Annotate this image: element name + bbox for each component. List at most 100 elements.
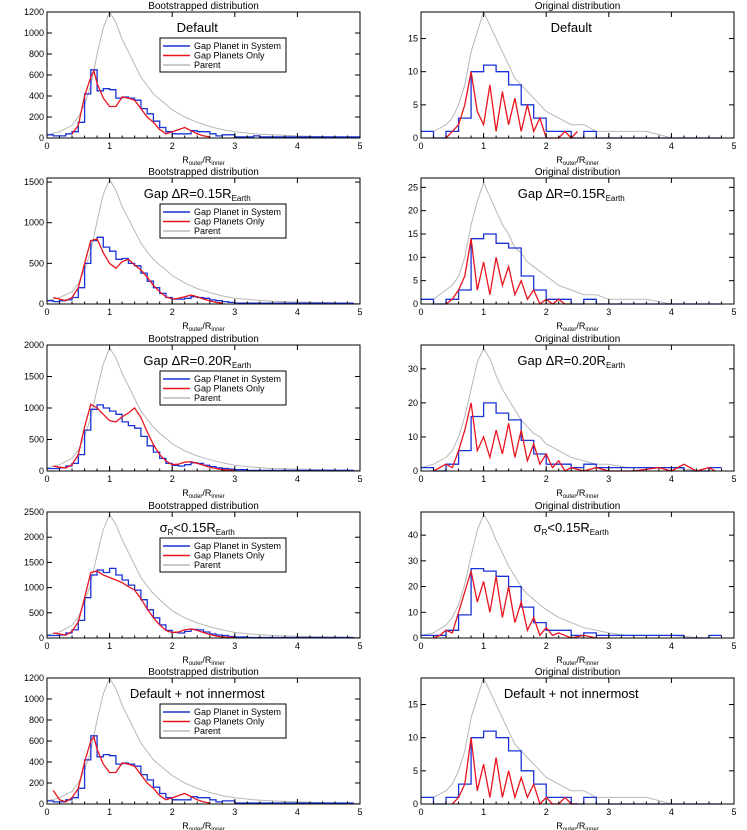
plot-frame	[420, 11, 735, 139]
x-tick-label: 2	[170, 141, 175, 151]
x-tick-label: 2	[170, 807, 175, 817]
x-axis-label: Router/Rinner	[182, 488, 225, 500]
x-tick-label: 2	[544, 474, 549, 484]
y-tick-label: 5	[413, 766, 418, 776]
x-tick-label: 5	[357, 474, 362, 484]
x-tick-label: 5	[731, 307, 736, 317]
x-tick-label: 1	[481, 141, 486, 151]
series-only-line	[433, 402, 716, 472]
series-system-line	[421, 567, 722, 639]
x-tick-label: 5	[731, 141, 736, 151]
x-tick-label: 4	[669, 807, 674, 817]
y-tick-label: 0	[39, 299, 44, 309]
x-tick-label: 5	[731, 474, 736, 484]
panel-10: Original distribution 0 1 2 3 4 5 0 5 10 15 Router/…	[408, 667, 737, 830]
y-tick-label: 1000	[24, 218, 44, 228]
series-only-line	[53, 238, 223, 304]
panel-annotation: Default + not innermost	[130, 686, 265, 701]
y-tick-label: 200	[29, 112, 44, 122]
y-tick-label: 1200	[24, 673, 44, 683]
y-tick-label: 2500	[24, 507, 44, 517]
panel-annotation: σR<0.15REarth	[160, 520, 235, 537]
legend-label-parent: Parent	[194, 726, 221, 736]
x-axis-label: Router/Rinner	[182, 321, 225, 333]
x-tick-label: 2	[544, 141, 549, 151]
panel-annotation: Gap ΔR=0.20REarth	[517, 353, 625, 370]
y-tick-label: 400	[29, 91, 44, 101]
panel-title: Original distribution	[535, 167, 621, 178]
panel-3: Bootstrapped distribution 0 1 2 3 4 5 0 500 1000 1…	[24, 167, 363, 333]
series-parent-line	[46, 10, 361, 138]
y-tick-label: 0	[39, 133, 44, 143]
x-tick-label: 4	[669, 141, 674, 151]
y-tick-label: 800	[29, 715, 44, 725]
y-tick-label: 10	[408, 67, 418, 77]
x-tick-label: 2	[544, 307, 549, 317]
x-tick-label: 3	[606, 307, 611, 317]
panel-5: Bootstrapped distribution 0 1 2 3 4 5 0 500 1000 1…	[24, 334, 363, 500]
y-tick-label: 20	[408, 206, 418, 216]
panel-1: Bootstrapped distribution 0 1 2 3 4 5 0 200 400 60…	[24, 1, 363, 167]
y-tick-label: 15	[408, 229, 418, 239]
x-tick-label: 3	[232, 474, 237, 484]
panel-4: Original distribution 0 1 2 3 4 5 0 5 10 15 20 25 Rou…	[408, 167, 737, 333]
x-tick-label: 3	[606, 474, 611, 484]
x-tick-label: 3	[606, 141, 611, 151]
y-tick-label: 5	[413, 100, 418, 110]
y-tick-label: 2000	[24, 340, 44, 350]
x-tick-label: 0	[44, 307, 49, 317]
x-tick-label: 0	[418, 307, 423, 317]
series-parent-line	[46, 676, 361, 804]
series-system-line	[47, 69, 360, 138]
legend-label-system: Gap Planet in System	[194, 41, 281, 51]
x-tick-label: 0	[44, 807, 49, 817]
y-tick-label: 15	[408, 700, 418, 710]
series-system-line	[47, 404, 354, 472]
x-tick-label: 2	[544, 641, 549, 651]
x-tick-label: 4	[295, 474, 300, 484]
x-tick-label: 2	[544, 807, 549, 817]
y-tick-label: 1500	[24, 372, 44, 382]
y-tick-label: 0	[413, 466, 418, 476]
y-tick-label: 20	[408, 582, 418, 592]
panel-title: Bootstrapped distribution	[148, 167, 259, 178]
legend-label-parent: Parent	[194, 560, 221, 570]
x-tick-label: 5	[357, 141, 362, 151]
x-axis-label: Router/Rinner	[556, 488, 599, 500]
x-tick-label: 0	[418, 641, 423, 651]
y-tick-label: 0	[39, 633, 44, 643]
x-axis-label: Router/Rinner	[556, 321, 599, 333]
legend-label-system: Gap Planet in System	[194, 541, 281, 551]
panel-title: Bootstrapped distribution	[148, 334, 259, 345]
y-tick-label: 600	[29, 736, 44, 746]
x-tick-label: 4	[669, 641, 674, 651]
x-tick-label: 2	[170, 307, 175, 317]
x-axis-label: Router/Rinner	[556, 155, 599, 167]
y-tick-label: 500	[29, 608, 44, 618]
series-only-line	[71, 68, 210, 138]
panel-annotation: Default	[177, 20, 219, 35]
x-tick-label: 0	[44, 474, 49, 484]
x-tick-label: 1	[481, 641, 486, 651]
x-tick-label: 4	[669, 474, 674, 484]
y-tick-label: 10	[408, 733, 418, 743]
x-tick-label: 5	[357, 807, 362, 817]
y-tick-label: 600	[29, 70, 44, 80]
panel-title: Original distribution	[535, 667, 621, 678]
x-tick-label: 4	[669, 307, 674, 317]
panel-8: Original distribution 0 1 2 3 4 5 0 10 20 30 40 Rout…	[408, 501, 737, 667]
y-tick-label: 5	[413, 276, 418, 286]
y-tick-label: 500	[29, 258, 44, 268]
x-tick-label: 1	[107, 474, 112, 484]
panel-title: Bootstrapped distribution	[148, 1, 259, 12]
series-only-line	[445, 238, 572, 306]
y-tick-label: 20	[408, 398, 418, 408]
x-tick-label: 2	[170, 474, 175, 484]
series-parent-line	[46, 347, 361, 471]
panel-title: Bootstrapped distribution	[148, 501, 259, 512]
legend-label-only: Gap Planets Only	[194, 717, 265, 727]
